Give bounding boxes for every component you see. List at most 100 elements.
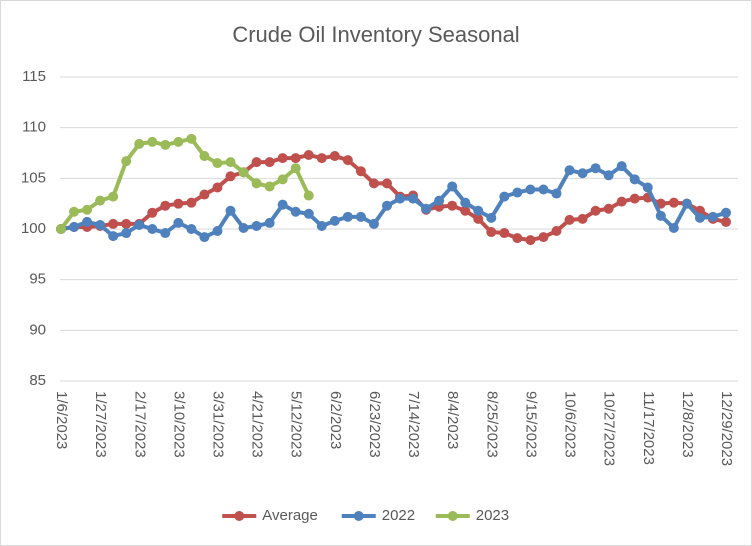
- data-point: [342, 211, 353, 222]
- data-point: [160, 139, 171, 150]
- data-point: [108, 191, 119, 202]
- data-point: [147, 224, 158, 234]
- y-tick-label: 110: [22, 119, 46, 136]
- x-tick-label: 8/25/2023: [483, 391, 500, 458]
- data-point: [199, 189, 210, 200]
- data-point: [212, 182, 223, 193]
- data-point: [303, 208, 314, 219]
- x-tick-label: 10/6/2023: [562, 391, 579, 458]
- data-point: [642, 182, 653, 193]
- data-point: [160, 228, 171, 239]
- data-point: [121, 218, 132, 229]
- legend-label: 2023: [476, 507, 509, 524]
- data-point: [329, 215, 340, 226]
- data-point: [381, 178, 392, 189]
- data-point: [473, 205, 484, 216]
- data-point: [329, 151, 340, 162]
- data-point: [173, 136, 184, 147]
- data-point: [629, 174, 640, 185]
- data-point: [473, 213, 484, 224]
- x-tick-label: 5/12/2023: [288, 391, 305, 458]
- data-point: [225, 157, 236, 168]
- data-point: [577, 168, 588, 179]
- data-point: [460, 205, 471, 216]
- data-point: [95, 195, 106, 206]
- data-point: [564, 214, 575, 225]
- data-point: [564, 165, 575, 176]
- data-point: [186, 224, 197, 234]
- data-point: [303, 150, 314, 161]
- data-point: [512, 233, 523, 244]
- x-tick-label: 4/21/2023: [249, 391, 266, 458]
- data-point: [173, 217, 184, 228]
- data-point: [316, 153, 327, 164]
- x-tick-label: 1/6/2023: [53, 391, 70, 449]
- chart-title: Crude Oil Inventory Seasonal: [232, 22, 519, 47]
- data-point: [134, 219, 145, 230]
- data-point: [408, 193, 419, 204]
- data-point: [512, 187, 523, 198]
- data-point: [355, 211, 366, 222]
- data-point: [121, 156, 132, 167]
- data-point: [460, 197, 471, 208]
- data-point: [447, 200, 458, 211]
- data-point: [447, 181, 458, 192]
- data-point: [225, 205, 236, 216]
- data-point: [342, 155, 353, 166]
- data-point: [82, 204, 93, 215]
- data-point: [225, 171, 236, 182]
- data-point: [134, 138, 145, 149]
- x-tick-label: 11/17/2023: [640, 391, 657, 465]
- series-line: [60, 164, 727, 240]
- data-point: [186, 197, 197, 208]
- data-point: [538, 232, 549, 243]
- data-point: [486, 212, 497, 223]
- x-tick-label: 2/17/2023: [131, 391, 148, 458]
- data-point: [616, 161, 627, 172]
- data-point: [264, 181, 275, 192]
- data-point: [590, 163, 601, 174]
- data-point: [694, 212, 705, 223]
- data-point: [525, 235, 536, 246]
- data-point: [381, 200, 392, 211]
- y-tick-label: 115: [22, 68, 46, 85]
- data-point: [603, 170, 614, 181]
- data-point: [277, 153, 288, 164]
- x-tick-label: 6/23/2023: [366, 391, 383, 458]
- data-point: [316, 220, 327, 231]
- data-point: [668, 222, 679, 233]
- data-point: [277, 174, 288, 185]
- data-point: [173, 198, 184, 209]
- y-tick-label: 90: [29, 321, 46, 338]
- data-point: [551, 226, 562, 237]
- x-tick-label: 7/14/2023: [405, 391, 422, 458]
- data-point: [212, 226, 223, 237]
- data-point: [199, 151, 210, 162]
- data-point: [368, 178, 379, 189]
- x-tick-label: 8/4/2023: [444, 391, 461, 449]
- data-point: [108, 231, 119, 242]
- data-point: [186, 133, 197, 144]
- data-point: [121, 228, 132, 239]
- data-point: [355, 166, 366, 177]
- data-point: [551, 188, 562, 199]
- data-point: [95, 219, 106, 230]
- data-point: [212, 158, 223, 169]
- data-point: [434, 195, 445, 206]
- data-point: [590, 205, 601, 216]
- data-point: [721, 216, 731, 227]
- data-point: [264, 217, 275, 228]
- data-point: [147, 207, 158, 218]
- data-point: [251, 157, 262, 168]
- data-point: [264, 157, 275, 168]
- data-point: [290, 153, 301, 164]
- data-point: [69, 221, 80, 232]
- legend-marker: [447, 511, 458, 521]
- data-point: [82, 216, 93, 227]
- data-point: [251, 220, 262, 231]
- y-tick-label: 95: [29, 271, 46, 288]
- y-tick-label: 85: [29, 372, 46, 389]
- data-point: [251, 178, 262, 189]
